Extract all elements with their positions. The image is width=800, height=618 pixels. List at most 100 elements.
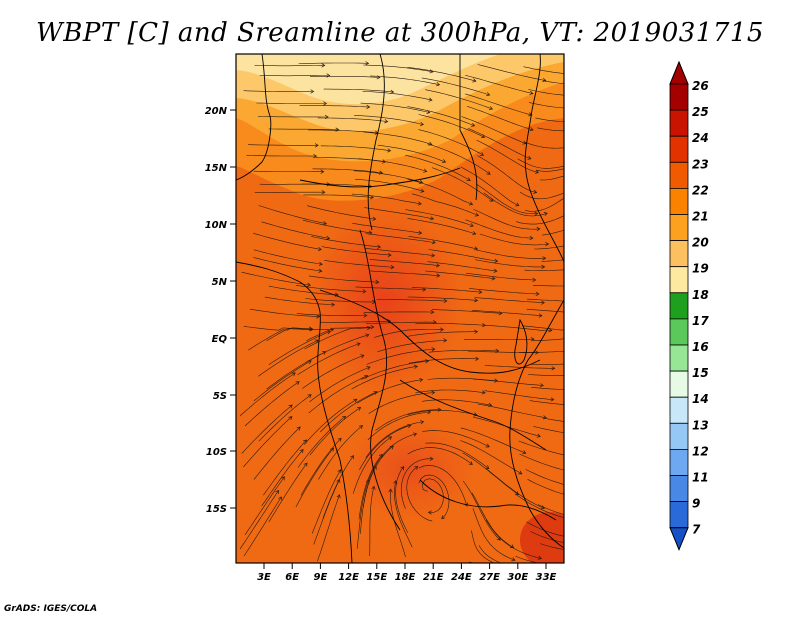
streamline-arrow <box>515 202 520 207</box>
streamline-arrow <box>535 291 540 297</box>
streamline <box>369 270 440 277</box>
streamline-arrow <box>372 465 377 470</box>
colorbar-segment <box>669 135 689 163</box>
streamline <box>411 287 482 293</box>
streamline <box>353 170 423 183</box>
streamline <box>243 416 293 468</box>
streamline <box>355 178 424 192</box>
streamline <box>540 175 564 181</box>
streamline-arrow <box>323 101 328 106</box>
streamline-arrow <box>407 424 412 429</box>
streamline <box>239 372 296 417</box>
streamline <box>479 233 549 246</box>
streamline <box>309 366 371 403</box>
streamline <box>253 249 323 265</box>
streamline-arrow <box>275 489 279 494</box>
streamline-arrow <box>481 390 486 395</box>
streamline <box>425 89 493 110</box>
streamline <box>519 453 564 471</box>
streamline <box>355 286 426 290</box>
streamline <box>356 479 369 549</box>
streamline-arrow <box>437 407 442 412</box>
streamline-arrow <box>420 188 425 193</box>
colorbar-label: 22 <box>692 183 709 197</box>
streamline <box>361 360 429 380</box>
streamline-arrow <box>604 125 607 129</box>
streamline-arrow <box>330 327 335 332</box>
streamline-arrow <box>610 422 613 426</box>
streamline <box>519 350 564 353</box>
streamline-arrow <box>486 170 491 175</box>
streamline <box>261 221 330 239</box>
streamline <box>418 465 468 507</box>
streamline <box>473 378 544 386</box>
streamline <box>253 257 322 272</box>
streamline-arrow <box>377 244 382 249</box>
streamline-arrow <box>335 127 340 132</box>
streamline-arrow <box>320 169 325 174</box>
streamline <box>407 410 477 416</box>
colorbar-bottom-arrow <box>669 527 689 552</box>
streamline <box>258 205 327 224</box>
streamline-arrow <box>440 327 444 332</box>
lat-label: 5S <box>213 391 227 402</box>
streamline-arrow <box>595 373 598 377</box>
streamline <box>248 327 313 351</box>
streamline <box>320 145 391 152</box>
streamline <box>524 141 564 149</box>
streamline <box>258 394 312 442</box>
streamline-arrow <box>534 169 540 174</box>
streamline <box>530 363 564 365</box>
streamline-arrow <box>400 466 405 471</box>
streamline <box>407 218 476 235</box>
streamline-arrow <box>314 339 319 344</box>
streamline-arrow <box>530 337 535 342</box>
streamline <box>515 215 564 225</box>
streamline <box>266 351 326 390</box>
streamline <box>428 249 498 262</box>
streamline <box>297 416 346 468</box>
streamline <box>374 329 444 338</box>
lon-label: 33E <box>536 572 557 583</box>
streamline-arrow <box>529 235 534 241</box>
streamline-arrow <box>336 478 341 484</box>
streamline-arrow <box>474 329 479 334</box>
streamline <box>465 93 532 116</box>
streamline <box>321 246 392 256</box>
lon-label: 6E <box>285 572 299 583</box>
colorbar-segment <box>669 240 689 268</box>
streamline <box>266 328 334 341</box>
colorbar-segment <box>669 292 689 320</box>
streamline <box>519 191 564 200</box>
streamline-arrow <box>610 82 613 86</box>
streamline-arrow <box>322 221 327 226</box>
streamline-arrow <box>493 268 498 273</box>
streamline-arrow <box>534 211 539 216</box>
streamline <box>363 131 432 145</box>
streamline <box>317 494 340 562</box>
lon-label: 9E <box>314 572 328 583</box>
streamline <box>302 355 365 389</box>
streamline-arrow <box>604 162 607 166</box>
streamline <box>239 490 279 550</box>
streamline-arrow <box>390 265 395 270</box>
streamline-arrow <box>473 246 479 251</box>
streamline-arrow <box>296 426 301 431</box>
colorbar-label: 13 <box>692 418 709 432</box>
streamline-arrow <box>364 374 369 379</box>
colorbar-segment <box>669 109 689 137</box>
streamline-arrow <box>429 216 435 221</box>
streamline-arrow <box>420 420 425 425</box>
streamline-arrow <box>278 496 282 501</box>
streamline <box>533 426 564 433</box>
streamline <box>241 404 293 454</box>
streamline-arrow <box>475 356 480 361</box>
streamline-arrow <box>539 383 544 388</box>
streamline-arrow <box>414 466 419 470</box>
colorbar-label: 26 <box>692 79 709 93</box>
streamline <box>540 543 564 550</box>
streamline <box>517 158 564 169</box>
streamline <box>246 155 317 157</box>
colorbar-segment <box>669 501 689 529</box>
